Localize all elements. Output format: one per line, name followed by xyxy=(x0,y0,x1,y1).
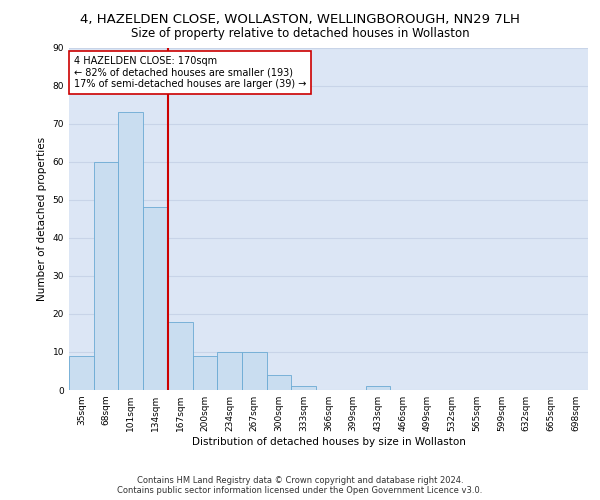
Bar xyxy=(143,208,168,390)
Text: Contains HM Land Registry data © Crown copyright and database right 2024.: Contains HM Land Registry data © Crown c… xyxy=(137,476,463,485)
Bar xyxy=(193,356,217,390)
Text: Size of property relative to detached houses in Wollaston: Size of property relative to detached ho… xyxy=(131,28,469,40)
Bar xyxy=(69,356,94,390)
Bar xyxy=(292,386,316,390)
Bar xyxy=(94,162,118,390)
Bar xyxy=(365,386,390,390)
Y-axis label: Number of detached properties: Number of detached properties xyxy=(37,136,47,301)
Bar xyxy=(217,352,242,390)
Bar xyxy=(242,352,267,390)
Text: 4 HAZELDEN CLOSE: 170sqm
← 82% of detached houses are smaller (193)
17% of semi-: 4 HAZELDEN CLOSE: 170sqm ← 82% of detach… xyxy=(74,56,307,90)
Text: Contains public sector information licensed under the Open Government Licence v3: Contains public sector information licen… xyxy=(118,486,482,495)
Bar xyxy=(267,375,292,390)
Bar xyxy=(168,322,193,390)
Text: 4, HAZELDEN CLOSE, WOLLASTON, WELLINGBOROUGH, NN29 7LH: 4, HAZELDEN CLOSE, WOLLASTON, WELLINGBOR… xyxy=(80,12,520,26)
Bar xyxy=(118,112,143,390)
X-axis label: Distribution of detached houses by size in Wollaston: Distribution of detached houses by size … xyxy=(191,437,466,447)
